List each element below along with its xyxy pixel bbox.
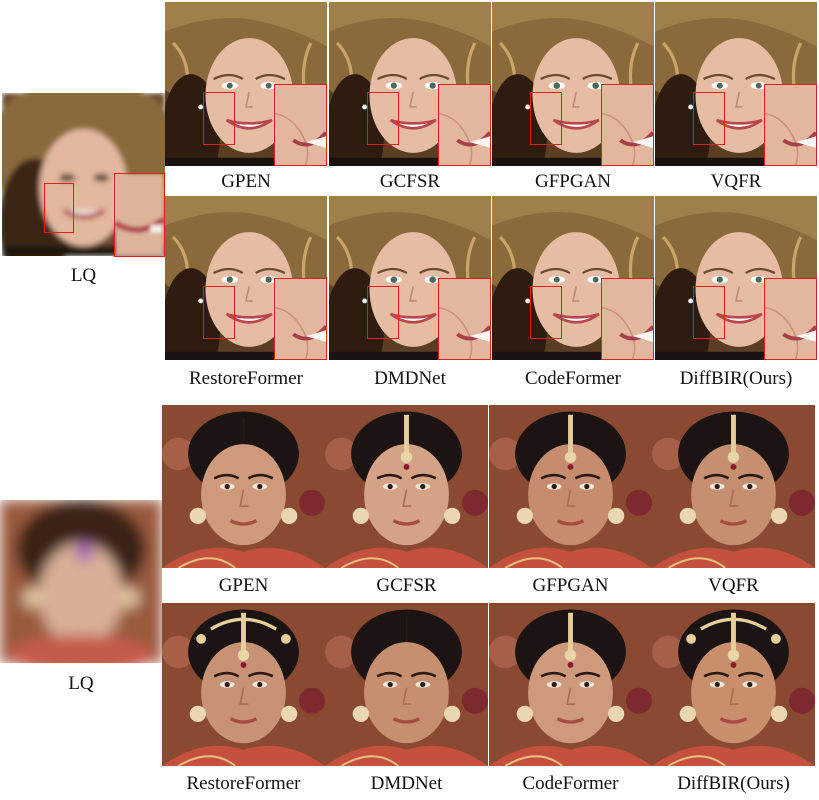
lq-label: LQ xyxy=(68,673,94,694)
zoom-inset xyxy=(274,278,327,360)
zoom-region-box xyxy=(203,92,235,145)
zoom-inset xyxy=(601,278,654,360)
zoom-region-box xyxy=(367,92,399,145)
method-label: RestoreFormer xyxy=(189,368,303,389)
result-image-ornament xyxy=(652,603,815,766)
method-label: VQFR xyxy=(710,171,762,192)
zoom-region-box xyxy=(367,286,399,339)
method-label: GPEN xyxy=(218,575,269,596)
method-label: DMDNet xyxy=(370,773,443,794)
zoom-inset xyxy=(764,278,817,360)
zoom-region-box xyxy=(530,286,562,339)
method-label: GCFSR xyxy=(376,575,437,596)
method-label: DiffBIR(Ours) xyxy=(679,368,793,389)
zoom-region-box xyxy=(693,92,725,145)
zoom-region-box xyxy=(693,286,725,339)
method-label: GFPGAN xyxy=(534,171,612,192)
result-image-ornament xyxy=(489,405,652,568)
result-image-blonde xyxy=(165,2,327,166)
result-image-blonde xyxy=(165,196,327,360)
ornament-face-image xyxy=(0,500,162,663)
zoom-inset xyxy=(114,173,165,257)
zoom-region-box xyxy=(203,286,235,339)
result-image-ornament xyxy=(325,603,488,766)
method-label: CodeFormer xyxy=(524,368,622,389)
lq-label: LQ xyxy=(70,265,97,286)
result-image-ornament xyxy=(489,603,652,766)
result-image-ornament xyxy=(162,405,325,568)
result-image-ornament xyxy=(325,405,488,568)
method-label: CodeFormer xyxy=(522,773,619,794)
method-label: VQFR xyxy=(708,575,759,596)
method-label: GFPGAN xyxy=(532,575,609,596)
zoom-inset xyxy=(764,84,817,166)
method-label: RestoreFormer xyxy=(186,773,301,794)
zoom-inset xyxy=(438,84,491,166)
result-image-ornament xyxy=(652,405,815,568)
result-image-ornament xyxy=(162,603,325,766)
zoom-region-box xyxy=(530,92,562,145)
zoom-inset xyxy=(274,84,327,166)
method-label: DMDNet xyxy=(374,368,446,389)
lq-image-ornament xyxy=(0,500,162,663)
zoom-inset xyxy=(438,278,491,360)
method-label: DiffBIR(Ours) xyxy=(677,773,790,794)
method-label: GPEN xyxy=(221,171,271,192)
zoom-inset xyxy=(601,84,654,166)
zoom-region-box xyxy=(44,183,74,233)
method-label: GCFSR xyxy=(379,171,441,192)
